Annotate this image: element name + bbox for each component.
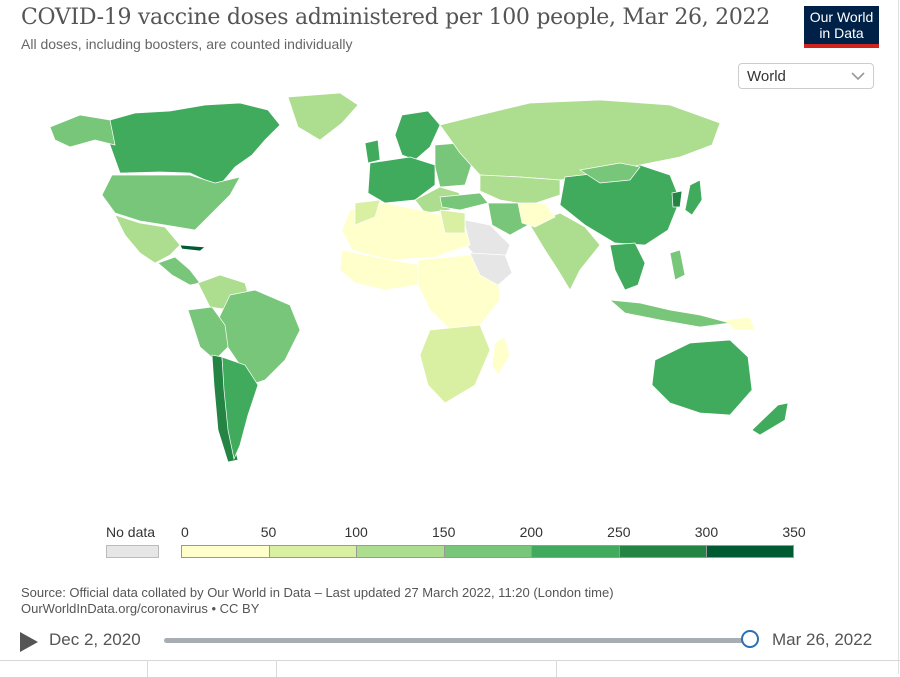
region-western-europe[interactable]: [367, 156, 436, 204]
legend-tick-label: 200: [519, 524, 543, 540]
country-japan[interactable]: [684, 179, 703, 216]
region-scandinavia[interactable]: [394, 110, 441, 161]
country-somalia-ethiopia[interactable]: [469, 252, 513, 286]
region-central-america[interactable]: [157, 256, 201, 286]
country-turkey[interactable]: [439, 192, 489, 211]
world-map[interactable]: [40, 85, 800, 470]
timeline-handle[interactable]: [741, 630, 759, 648]
country-morocco[interactable]: [354, 199, 381, 226]
country-korea[interactable]: [671, 190, 683, 208]
play-icon[interactable]: [20, 632, 38, 652]
bottom-tab-bar: [0, 660, 900, 677]
country-iran[interactable]: [487, 202, 529, 236]
legend-tick-label: 350: [782, 524, 806, 540]
country-indonesia[interactable]: [608, 299, 731, 328]
legend-bin[interactable]: [531, 545, 619, 558]
timeline: Dec 2, 2020 Mar 26, 2022: [0, 626, 900, 656]
country-mexico[interactable]: [114, 214, 181, 264]
logo-line-1: Our World: [809, 9, 874, 25]
color-legend: No data 0 50 100 150 200 250 300 350: [0, 520, 900, 560]
country-peru-bolivia[interactable]: [187, 306, 229, 361]
timeline-end-label[interactable]: Mar 26, 2022: [772, 630, 873, 649]
country-madagascar[interactable]: [491, 336, 511, 376]
region-southeast-asia[interactable]: [609, 242, 646, 291]
country-usa-alaska[interactable]: [49, 114, 116, 148]
country-pakistan-afghanistan[interactable]: [517, 202, 556, 228]
legend-tick-label: 100: [344, 524, 368, 540]
country-india[interactable]: [529, 212, 601, 291]
source-url[interactable]: OurWorldInData.org/coronavirus • CC BY: [21, 601, 260, 616]
country-australia[interactable]: [651, 339, 753, 416]
chevron-down-icon: [851, 72, 865, 81]
legend-bin[interactable]: [181, 545, 269, 558]
legend-bin[interactable]: [618, 545, 707, 558]
source-line[interactable]: Source: Official data collated by Our Wo…: [21, 585, 614, 600]
tab-3[interactable]: [556, 661, 696, 677]
country-canada[interactable]: [109, 102, 281, 186]
legend-bin[interactable]: [706, 545, 794, 558]
legend-bin[interactable]: [356, 545, 444, 558]
legend-bin[interactable]: [443, 545, 532, 558]
country-papua-new-guinea[interactable]: [724, 316, 756, 331]
legend-tick-label: 150: [432, 524, 456, 540]
country-uk[interactable]: [364, 139, 381, 164]
region-west-africa[interactable]: [339, 249, 421, 291]
timeline-track[interactable]: [164, 638, 752, 643]
country-usa[interactable]: [101, 174, 241, 231]
tab-1[interactable]: [0, 661, 148, 677]
country-egypt[interactable]: [439, 209, 466, 234]
country-philippines[interactable]: [669, 249, 686, 281]
country-greenland[interactable]: [287, 92, 359, 141]
country-argentina[interactable]: [221, 356, 259, 461]
country-russia[interactable]: [439, 99, 721, 181]
logo-line-2: in Data: [819, 25, 864, 41]
timeline-start-label[interactable]: Dec 2, 2020: [49, 630, 141, 649]
legend-bin[interactable]: [268, 545, 357, 558]
legend-no-data-swatch[interactable]: [106, 545, 159, 558]
region-select[interactable]: World: [738, 63, 874, 89]
legend-no-data-label: No data: [106, 524, 156, 540]
region-central-asia[interactable]: [479, 174, 561, 206]
owid-logo[interactable]: Our World in Data: [804, 6, 879, 48]
legend-tick-label: 0: [181, 524, 189, 540]
region-select-value: World: [747, 68, 786, 85]
tab-2[interactable]: [276, 661, 416, 677]
country-cuba[interactable]: [179, 244, 206, 252]
source-note: Source: Official data collated by Our Wo…: [21, 585, 614, 617]
chart-subtitle: All doses, including boosters, are count…: [21, 36, 353, 52]
region-southern-africa[interactable]: [419, 324, 491, 404]
country-mongolia[interactable]: [579, 162, 641, 184]
legend-tick-label: 250: [607, 524, 631, 540]
chart-title: COVID-19 vaccine doses administered per …: [21, 5, 770, 30]
legend-tick-label: 300: [694, 524, 719, 540]
legend-tick-label: 50: [260, 524, 277, 540]
country-new-zealand[interactable]: [751, 402, 789, 436]
